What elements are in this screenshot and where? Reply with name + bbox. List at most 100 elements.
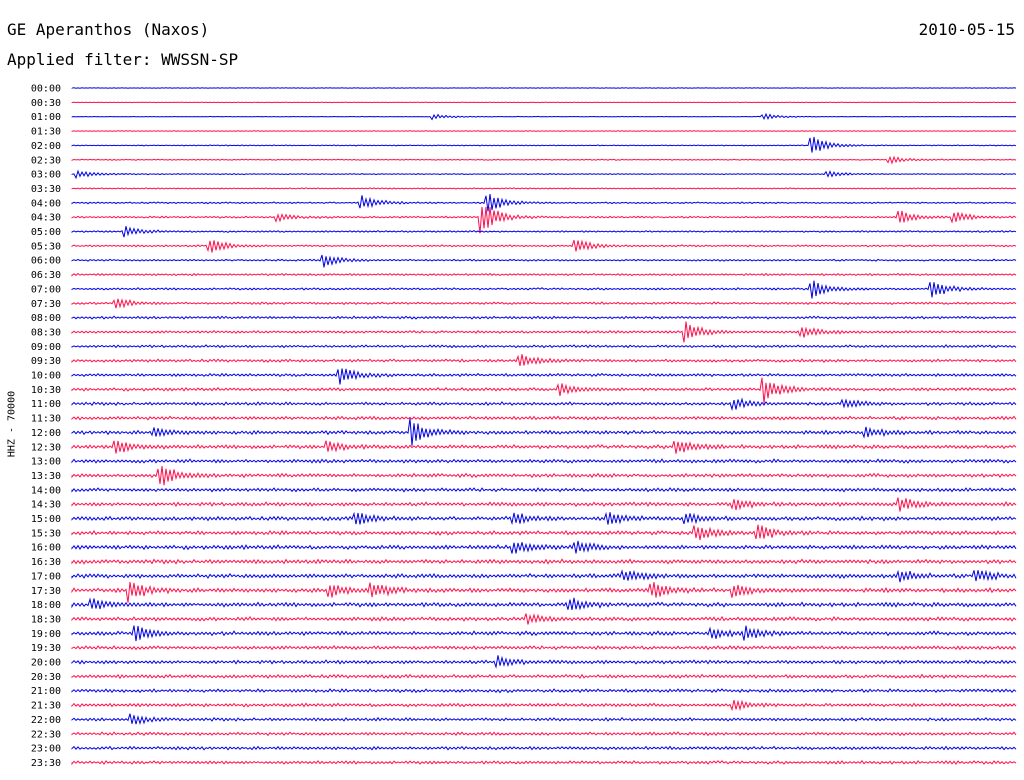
trace-row [71, 354, 1017, 367]
row-time-label: 15:00 [31, 514, 61, 525]
row-time-label: 16:30 [31, 557, 61, 568]
trace-row [71, 415, 1017, 421]
trace-row [71, 87, 1017, 89]
trace-row [71, 673, 1017, 680]
trace-row [71, 713, 1017, 725]
trace-row [71, 540, 1017, 554]
trace-row [71, 155, 1017, 165]
trace-row [71, 597, 1017, 611]
row-time-label: 07:30 [31, 299, 61, 310]
row-time-label: 13:30 [31, 471, 61, 482]
trace-row [71, 254, 1017, 268]
row-time-label: 00:00 [31, 84, 61, 95]
row-time-label: 17:30 [31, 586, 61, 597]
trace-row [71, 511, 1017, 526]
row-time-label: 06:00 [31, 256, 61, 267]
trace-row [71, 101, 1017, 104]
row-time-label: 20:00 [31, 658, 61, 669]
row-time-label: 17:00 [31, 571, 61, 582]
row-time-label: 20:30 [31, 672, 61, 683]
row-time-label: 05:30 [31, 241, 61, 252]
trace-row [71, 466, 1017, 486]
row-time-label: 04:00 [31, 198, 61, 209]
row-time-label: 11:30 [31, 414, 61, 425]
trace-row [71, 397, 1017, 412]
trace-row [71, 558, 1017, 565]
row-time-label: 03:00 [31, 170, 61, 181]
trace-row [71, 655, 1017, 669]
trace-row [71, 169, 1017, 180]
trace-row [71, 418, 1017, 446]
trace-row [71, 581, 1017, 603]
trace-row [71, 368, 1017, 385]
trace-row [71, 226, 1017, 238]
applied-filter: Applied filter: WWSSN-SP [7, 50, 239, 69]
trace-row [71, 344, 1017, 349]
row-time-label: 19:30 [31, 643, 61, 654]
trace-row [71, 321, 1017, 343]
trace-row [71, 440, 1017, 454]
row-time-label: 23:00 [31, 744, 61, 755]
row-time-label: 15:30 [31, 528, 61, 539]
row-time-label: 11:00 [31, 399, 61, 410]
row-time-label: 14:00 [31, 485, 61, 496]
row-time-label: 12:30 [31, 442, 61, 453]
trace-row [71, 458, 1017, 464]
trace-row [71, 745, 1017, 751]
row-time-label: 05:00 [31, 227, 61, 238]
trace-row [71, 613, 1017, 625]
trace-row [71, 377, 1017, 404]
row-time-label: 23:30 [31, 758, 61, 769]
row-time-label: 22:30 [31, 729, 61, 740]
trace-row [71, 206, 1017, 234]
trace-row [71, 688, 1017, 694]
trace-row [71, 136, 1017, 153]
row-time-label: 02:30 [31, 155, 61, 166]
row-time-label: 14:30 [31, 500, 61, 511]
record-date: 2010-05-15 [918, 20, 1015, 39]
row-time-label: 22:00 [31, 715, 61, 726]
trace-row [71, 194, 1017, 212]
trace-row [71, 280, 1017, 299]
row-time-label: 09:00 [31, 342, 61, 353]
row-time-label: 08:30 [31, 327, 61, 338]
row-time-label: 19:00 [31, 629, 61, 640]
row-time-label: 08:00 [31, 313, 61, 324]
row-time-label: 18:00 [31, 600, 61, 611]
station-title: GE Aperanthos (Naxos) [7, 20, 210, 39]
row-time-label: 09:30 [31, 356, 61, 367]
trace-row [71, 524, 1017, 541]
trace-row [71, 569, 1017, 583]
trace-row [71, 759, 1017, 766]
row-time-label: 01:30 [31, 127, 61, 138]
trace-row [71, 487, 1017, 493]
row-time-label: 01:00 [31, 112, 61, 123]
trace-row [71, 239, 1017, 253]
row-time-label: 12:00 [31, 428, 61, 439]
trace-row [71, 272, 1017, 277]
row-time-label: 10:30 [31, 385, 61, 396]
row-time-label: 10:00 [31, 371, 61, 382]
trace-row [71, 112, 1017, 121]
row-time-label: 04:30 [31, 213, 61, 224]
trace-row [71, 315, 1017, 320]
trace-row [71, 298, 1017, 309]
row-time-label: 02:00 [31, 141, 61, 152]
trace-row [71, 497, 1017, 512]
trace-row [71, 731, 1017, 737]
trace-row [71, 699, 1017, 712]
row-time-label: 18:30 [31, 614, 61, 625]
row-time-label: 03:30 [31, 184, 61, 195]
trace-row [71, 130, 1017, 132]
trace-row [71, 187, 1017, 190]
row-time-label: 07:00 [31, 284, 61, 295]
row-time-label: 13:00 [31, 457, 61, 468]
row-time-label: 00:30 [31, 98, 61, 109]
row-time-label: 21:30 [31, 701, 61, 712]
trace-row [71, 625, 1017, 642]
trace-row [71, 645, 1017, 651]
row-time-label: 06:30 [31, 270, 61, 281]
row-time-label: 21:00 [31, 686, 61, 697]
row-time-label: 16:00 [31, 543, 61, 554]
